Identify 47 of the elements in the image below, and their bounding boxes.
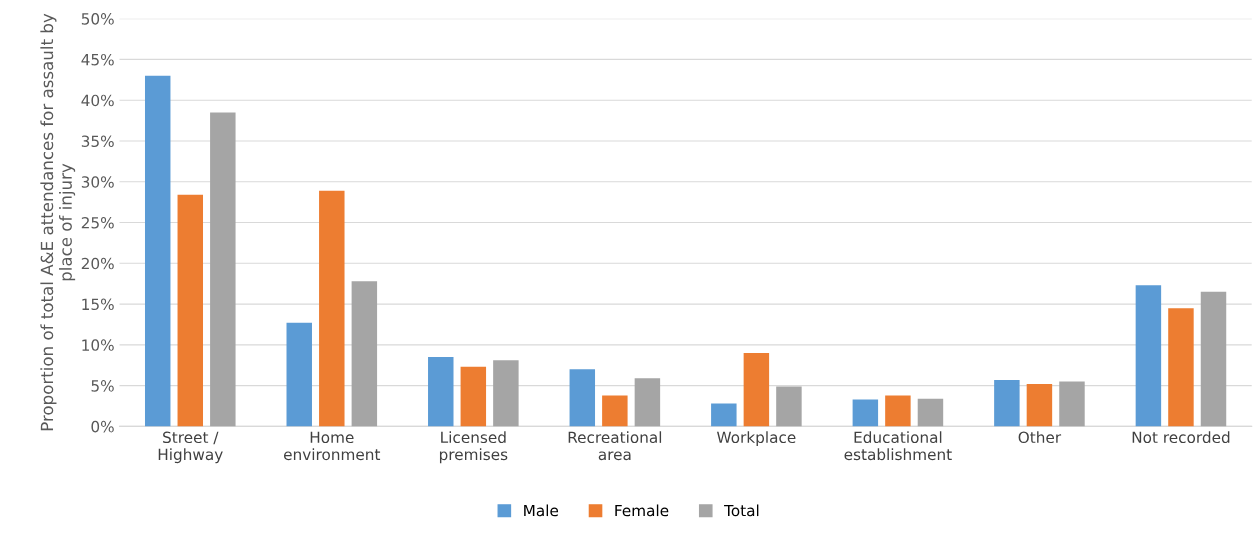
bar xyxy=(1168,308,1194,427)
y-tick-label: 10% xyxy=(82,339,114,351)
x-tick-label: Workplace xyxy=(716,431,796,447)
bar xyxy=(743,353,770,427)
bar xyxy=(460,366,487,427)
bar xyxy=(1135,285,1162,427)
bar xyxy=(569,369,596,427)
y-tick-label: 0% xyxy=(91,420,114,433)
bar xyxy=(634,378,661,427)
bar xyxy=(144,75,171,427)
bar xyxy=(776,386,802,427)
bar xyxy=(319,190,345,427)
x-tick-label: Recreational area xyxy=(568,431,662,461)
x-tick-label: Educational establishment xyxy=(844,431,952,461)
bar xyxy=(286,322,312,427)
bar xyxy=(177,194,204,427)
bar xyxy=(210,112,236,427)
y-tick-label: 35% xyxy=(81,135,114,147)
y-tick-label: 50% xyxy=(81,13,114,25)
y-tick-label: 15% xyxy=(82,298,114,311)
legend-label: Male xyxy=(524,504,559,517)
y-axis-title: Proportion of total A&E attendances for assault by place of injury xyxy=(40,13,76,431)
bar xyxy=(602,395,628,427)
bar xyxy=(917,398,944,427)
y-tick-label: 40% xyxy=(81,94,114,107)
y-tick-label: 45% xyxy=(81,53,114,66)
bar xyxy=(493,360,519,427)
x-tick-label: Other xyxy=(1018,431,1062,444)
y-tick-label: 5% xyxy=(91,380,114,392)
bar xyxy=(428,357,454,427)
bar xyxy=(351,281,378,427)
bar xyxy=(1059,381,1085,427)
y-tick-label: 20% xyxy=(81,257,114,270)
bar xyxy=(852,399,879,427)
x-tick-label: Home environment xyxy=(283,431,381,461)
bar xyxy=(711,403,737,427)
legend-label: Female xyxy=(615,504,669,517)
x-tick-label: Not recorded xyxy=(1132,431,1230,444)
y-tick-label: 30% xyxy=(81,176,114,188)
x-tick-label: Street / Highway xyxy=(158,431,223,464)
x-tick-label: Licensed premises xyxy=(439,431,508,464)
legend-label: Total xyxy=(724,504,759,517)
y-tick-label: 25% xyxy=(81,216,114,229)
bar xyxy=(1026,383,1053,427)
bar xyxy=(1200,291,1227,427)
bar xyxy=(994,379,1020,427)
bar xyxy=(885,395,911,427)
